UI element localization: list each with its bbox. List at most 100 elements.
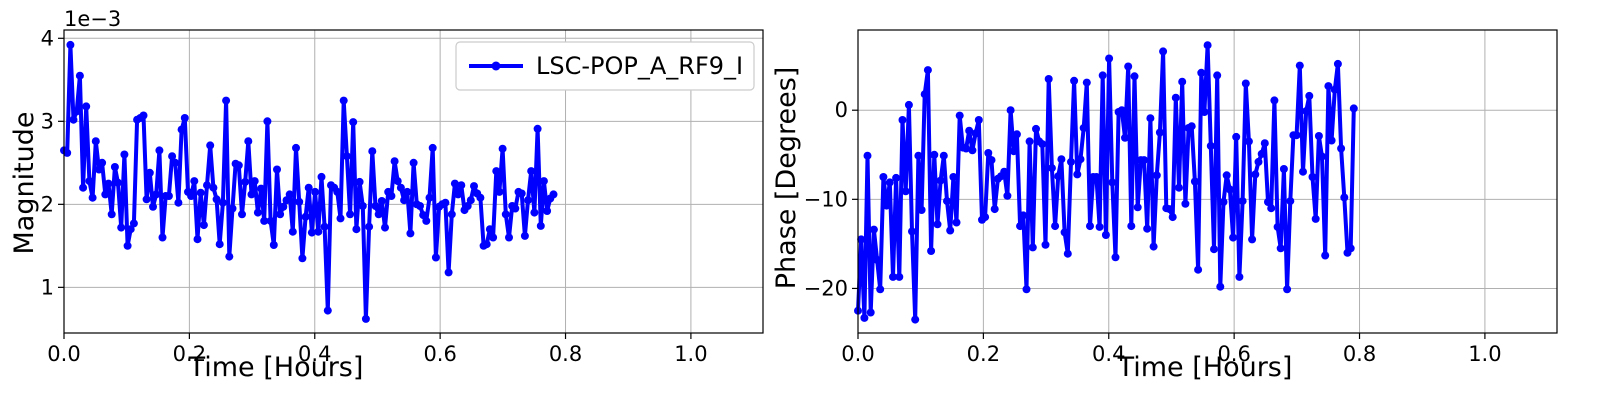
phase-data-point — [933, 220, 942, 229]
phase-data-point — [1292, 131, 1301, 140]
phase-data-point — [1149, 242, 1158, 251]
magnitude-data-point — [75, 71, 84, 80]
phase-data-point — [1111, 253, 1120, 262]
phase-data-point — [1044, 75, 1053, 83]
phase-data-point — [882, 201, 891, 210]
phase-data-point — [1241, 79, 1250, 88]
y-tick-label: 4 — [41, 26, 54, 50]
phase-data-point — [1302, 107, 1311, 116]
magnitude-data-point — [193, 235, 202, 244]
magnitude-data-point — [203, 181, 211, 190]
magnitude-data-point — [288, 227, 297, 236]
phase-data-point — [895, 272, 904, 281]
magnitude-data-point — [129, 219, 138, 228]
magnitude-legend: LSC-POP_A_RF9_I — [455, 41, 755, 91]
phase-data-point — [1279, 165, 1288, 173]
phase-data-point — [946, 226, 955, 235]
legend-entry-label: LSC-POP_A_RF9_I — [536, 52, 743, 80]
magnitude-data-point — [365, 222, 374, 231]
phase-data-point — [914, 151, 923, 160]
magnitude-data-point — [66, 40, 75, 49]
y-tick-label: −10 — [804, 187, 848, 211]
phase-data-point — [1057, 155, 1066, 164]
phase-data-point — [1063, 249, 1072, 258]
magnitude-data-point — [447, 210, 456, 219]
phase-data-point — [952, 218, 961, 227]
magnitude-data-point — [346, 210, 355, 219]
phase-data-point — [1155, 128, 1164, 137]
phase-data-point — [1000, 167, 1009, 176]
y-tick-label: 0 — [835, 98, 848, 122]
phase-data-point — [1200, 108, 1209, 116]
magnitude-data-point — [273, 165, 281, 174]
phase-data-point — [1311, 214, 1320, 223]
magnitude-data-point — [511, 204, 520, 213]
phase-data-point — [1175, 183, 1183, 192]
magnitude-data-point — [333, 187, 342, 196]
phase-data-point — [1248, 235, 1257, 244]
magnitude-data-point — [104, 179, 113, 188]
phase-data-point — [1340, 193, 1349, 202]
phase-data-point — [1022, 285, 1031, 294]
magnitude-data-point — [368, 147, 377, 156]
magnitude-y-offset-label: 1e−3 — [64, 7, 121, 31]
x-tick-label: 0.0 — [841, 342, 874, 366]
phase-data-point — [1051, 222, 1060, 231]
phase-data-point — [1324, 82, 1333, 91]
phase-data-point — [1105, 54, 1114, 63]
magnitude-data-point — [139, 111, 148, 120]
magnitude-data-point — [301, 212, 310, 221]
magnitude-data-point — [323, 306, 332, 315]
x-tick-label: 0.8 — [549, 342, 582, 366]
magnitude-data-point — [393, 177, 402, 186]
phase-data-point — [1178, 77, 1187, 86]
magnitude-data-point — [158, 233, 167, 242]
magnitude-data-point — [339, 96, 348, 105]
magnitude-data-point — [355, 177, 364, 186]
phase-data-point — [1016, 222, 1025, 231]
magnitude-data-point — [539, 177, 548, 186]
phase-data-point — [1257, 149, 1266, 158]
phase-data-point — [901, 187, 910, 196]
phase-series — [854, 41, 1358, 324]
magnitude-data-point — [406, 229, 415, 238]
magnitude-data-point — [358, 202, 367, 210]
magnitude-data-point — [505, 233, 513, 242]
magnitude-data-point — [234, 161, 243, 170]
phase-data-point — [1130, 72, 1139, 81]
magnitude-data-point — [206, 141, 215, 150]
phase-data-point — [923, 66, 932, 75]
magnitude-series — [60, 40, 558, 323]
phase-data-point — [949, 173, 958, 181]
x-tick-label: 0.2 — [967, 342, 1000, 366]
phase-data-point — [1267, 204, 1276, 213]
magnitude-data-point — [279, 202, 288, 211]
y-tick-label: 3 — [41, 109, 54, 133]
phase-data-point — [1012, 130, 1021, 139]
phase-data-point — [1073, 170, 1082, 179]
phase-data-point — [1108, 178, 1117, 187]
magnitude-data-point — [276, 210, 285, 219]
magnitude-data-point — [390, 157, 399, 166]
phase-data-point — [1152, 171, 1161, 180]
magnitude-data-point — [91, 137, 100, 146]
magnitude-data-point — [260, 216, 269, 225]
magnitude-data-point — [63, 148, 72, 157]
magnitude-data-point — [527, 167, 536, 176]
phase-data-point — [1124, 62, 1133, 71]
phase-data-point — [984, 149, 993, 157]
magnitude-data-point — [520, 231, 529, 240]
phase-data-point — [860, 313, 869, 322]
magnitude-data-point — [533, 124, 542, 133]
phase-data-point — [889, 272, 897, 281]
phase-data-point — [873, 255, 882, 264]
magnitude-data-point — [120, 150, 129, 159]
phase-data-point — [1327, 136, 1336, 145]
phase-data-point — [1190, 177, 1199, 186]
phase-data-point — [1165, 205, 1174, 214]
phase-data-point — [892, 173, 901, 182]
phase-chart: 0.0 0.2 0.4 0.6 0.8 1.0 0 −10 −20 Time [Hours] P… — [771, 29, 1558, 383]
magnitude-data-point — [495, 187, 504, 196]
phase-data-point — [1095, 222, 1104, 231]
